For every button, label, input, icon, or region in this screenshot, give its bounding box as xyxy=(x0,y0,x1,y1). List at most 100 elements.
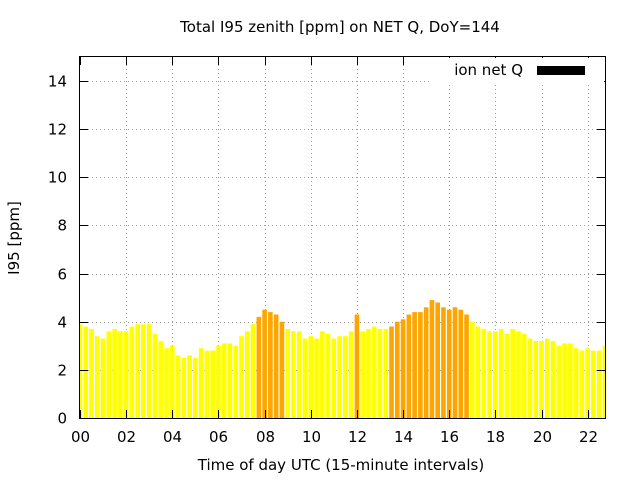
bar xyxy=(602,345,605,418)
bar xyxy=(406,314,412,418)
bar xyxy=(360,331,365,418)
bar xyxy=(112,328,117,418)
bar xyxy=(314,338,319,418)
x-tick-label: 12 xyxy=(348,428,367,446)
bar xyxy=(170,345,175,418)
bar xyxy=(498,328,504,418)
x-tick-label: 10 xyxy=(302,428,321,446)
bar xyxy=(579,350,585,418)
bar xyxy=(389,326,394,418)
bar xyxy=(504,333,510,418)
y-tick-label: 6 xyxy=(57,266,67,284)
bar xyxy=(164,348,169,418)
bar xyxy=(550,340,556,418)
bar xyxy=(320,331,325,418)
legend-swatch xyxy=(537,66,585,75)
bar xyxy=(204,350,210,418)
bar xyxy=(227,343,233,418)
bar xyxy=(100,338,106,418)
bar xyxy=(452,307,458,418)
bar xyxy=(568,343,573,418)
bar xyxy=(83,326,89,418)
x-tick-label: 20 xyxy=(533,428,552,446)
bar xyxy=(493,331,498,418)
bar xyxy=(285,328,290,418)
bar xyxy=(521,333,527,418)
x-tick-label: 18 xyxy=(486,428,505,446)
y-tick-label: 2 xyxy=(57,362,67,380)
bar xyxy=(198,348,204,418)
bar xyxy=(233,345,239,418)
bar xyxy=(187,355,192,418)
y-tick-label: 4 xyxy=(57,314,67,332)
bar xyxy=(533,340,539,418)
y-tick-label: 8 xyxy=(57,217,67,235)
bar xyxy=(585,348,590,418)
bar xyxy=(458,309,464,418)
x-tick-label: 06 xyxy=(209,428,228,446)
bar xyxy=(291,331,296,418)
chart-title: Total I95 zenith [ppm] on NET Q, DoY=144 xyxy=(179,18,500,36)
bar xyxy=(470,321,475,418)
bar xyxy=(146,324,152,418)
bar xyxy=(210,350,215,418)
bar xyxy=(591,350,596,418)
bar xyxy=(141,324,146,418)
bar xyxy=(135,324,140,418)
bar xyxy=(256,316,262,418)
bar xyxy=(527,338,533,418)
bar xyxy=(371,326,377,418)
bar xyxy=(325,333,331,418)
bar xyxy=(296,331,302,418)
x-tick-label: 16 xyxy=(440,428,459,446)
bar xyxy=(573,348,579,418)
legend: ion net Q xyxy=(430,58,604,82)
bar xyxy=(446,309,452,418)
bar xyxy=(510,328,515,418)
bar xyxy=(545,338,550,418)
bar xyxy=(412,312,417,418)
bar xyxy=(268,312,273,418)
bar xyxy=(481,328,487,418)
bar xyxy=(273,314,279,418)
bar xyxy=(556,345,562,418)
bar xyxy=(89,328,94,418)
y-tick-label: 10 xyxy=(48,169,67,187)
bar xyxy=(158,340,164,418)
bar xyxy=(181,357,187,418)
bar xyxy=(418,312,423,418)
x-tick-label: 04 xyxy=(163,428,182,446)
bar xyxy=(337,336,342,418)
plot-border xyxy=(79,56,606,419)
bar xyxy=(308,336,314,418)
bar xyxy=(348,331,354,418)
bar xyxy=(487,331,492,418)
bar xyxy=(250,324,256,418)
y-tick-label: 14 xyxy=(48,73,67,91)
x-tick-label: 00 xyxy=(71,428,90,446)
bar xyxy=(239,336,244,418)
x-tick-label: 02 xyxy=(117,428,136,446)
bar xyxy=(175,355,181,418)
bar xyxy=(123,331,129,418)
y-tick-label: 0 xyxy=(57,410,67,428)
bar xyxy=(475,326,481,418)
bar xyxy=(343,336,348,418)
bar xyxy=(80,324,83,418)
bar xyxy=(152,333,158,418)
y-tick-label: 12 xyxy=(48,121,67,139)
bar xyxy=(129,326,135,418)
bar xyxy=(596,350,602,418)
bars xyxy=(80,300,605,418)
x-tick-label: 08 xyxy=(256,428,275,446)
bar xyxy=(562,343,567,418)
y-axis-label: I95 [ppm] xyxy=(5,201,23,275)
bar xyxy=(106,331,112,418)
bar xyxy=(377,328,383,418)
bar xyxy=(383,328,389,418)
legend-label: ion net Q xyxy=(454,61,523,79)
bar xyxy=(95,336,100,418)
